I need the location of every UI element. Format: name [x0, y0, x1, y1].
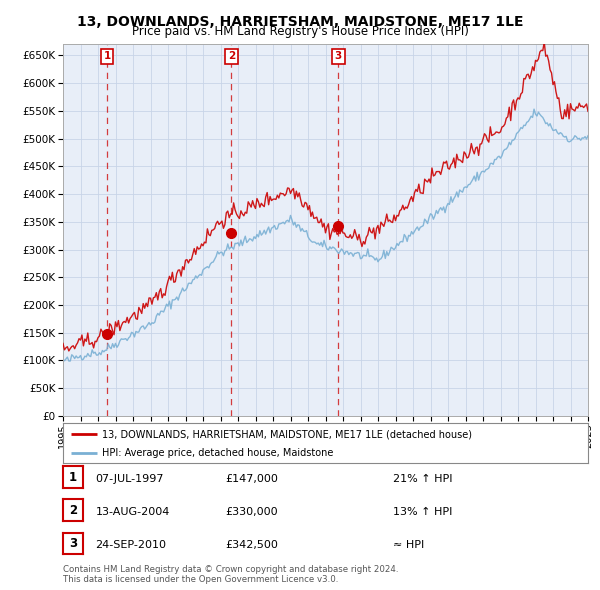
Text: 07-JUL-1997: 07-JUL-1997	[95, 474, 164, 484]
Text: £147,000: £147,000	[225, 474, 278, 484]
Text: 3: 3	[335, 51, 342, 61]
Text: 1: 1	[103, 51, 111, 61]
Text: 21% ↑ HPI: 21% ↑ HPI	[393, 474, 452, 484]
Text: 13, DOWNLANDS, HARRIETSHAM, MAIDSTONE, ME17 1LE (detached house): 13, DOWNLANDS, HARRIETSHAM, MAIDSTONE, M…	[103, 430, 472, 440]
Text: Contains HM Land Registry data © Crown copyright and database right 2024.: Contains HM Land Registry data © Crown c…	[63, 565, 398, 574]
Text: 2: 2	[69, 504, 77, 517]
Text: 13-AUG-2004: 13-AUG-2004	[95, 507, 170, 517]
Text: £342,500: £342,500	[225, 540, 278, 550]
Text: HPI: Average price, detached house, Maidstone: HPI: Average price, detached house, Maid…	[103, 448, 334, 458]
Text: 2: 2	[228, 51, 235, 61]
Text: 13% ↑ HPI: 13% ↑ HPI	[393, 507, 452, 517]
Text: 24-SEP-2010: 24-SEP-2010	[95, 540, 166, 550]
Text: 13, DOWNLANDS, HARRIETSHAM, MAIDSTONE, ME17 1LE: 13, DOWNLANDS, HARRIETSHAM, MAIDSTONE, M…	[77, 15, 523, 29]
Text: Price paid vs. HM Land Registry's House Price Index (HPI): Price paid vs. HM Land Registry's House …	[131, 25, 469, 38]
Text: £330,000: £330,000	[225, 507, 278, 517]
Text: 1: 1	[69, 471, 77, 484]
Text: ≈ HPI: ≈ HPI	[393, 540, 424, 550]
Text: 3: 3	[69, 537, 77, 550]
Text: This data is licensed under the Open Government Licence v3.0.: This data is licensed under the Open Gov…	[63, 575, 338, 584]
